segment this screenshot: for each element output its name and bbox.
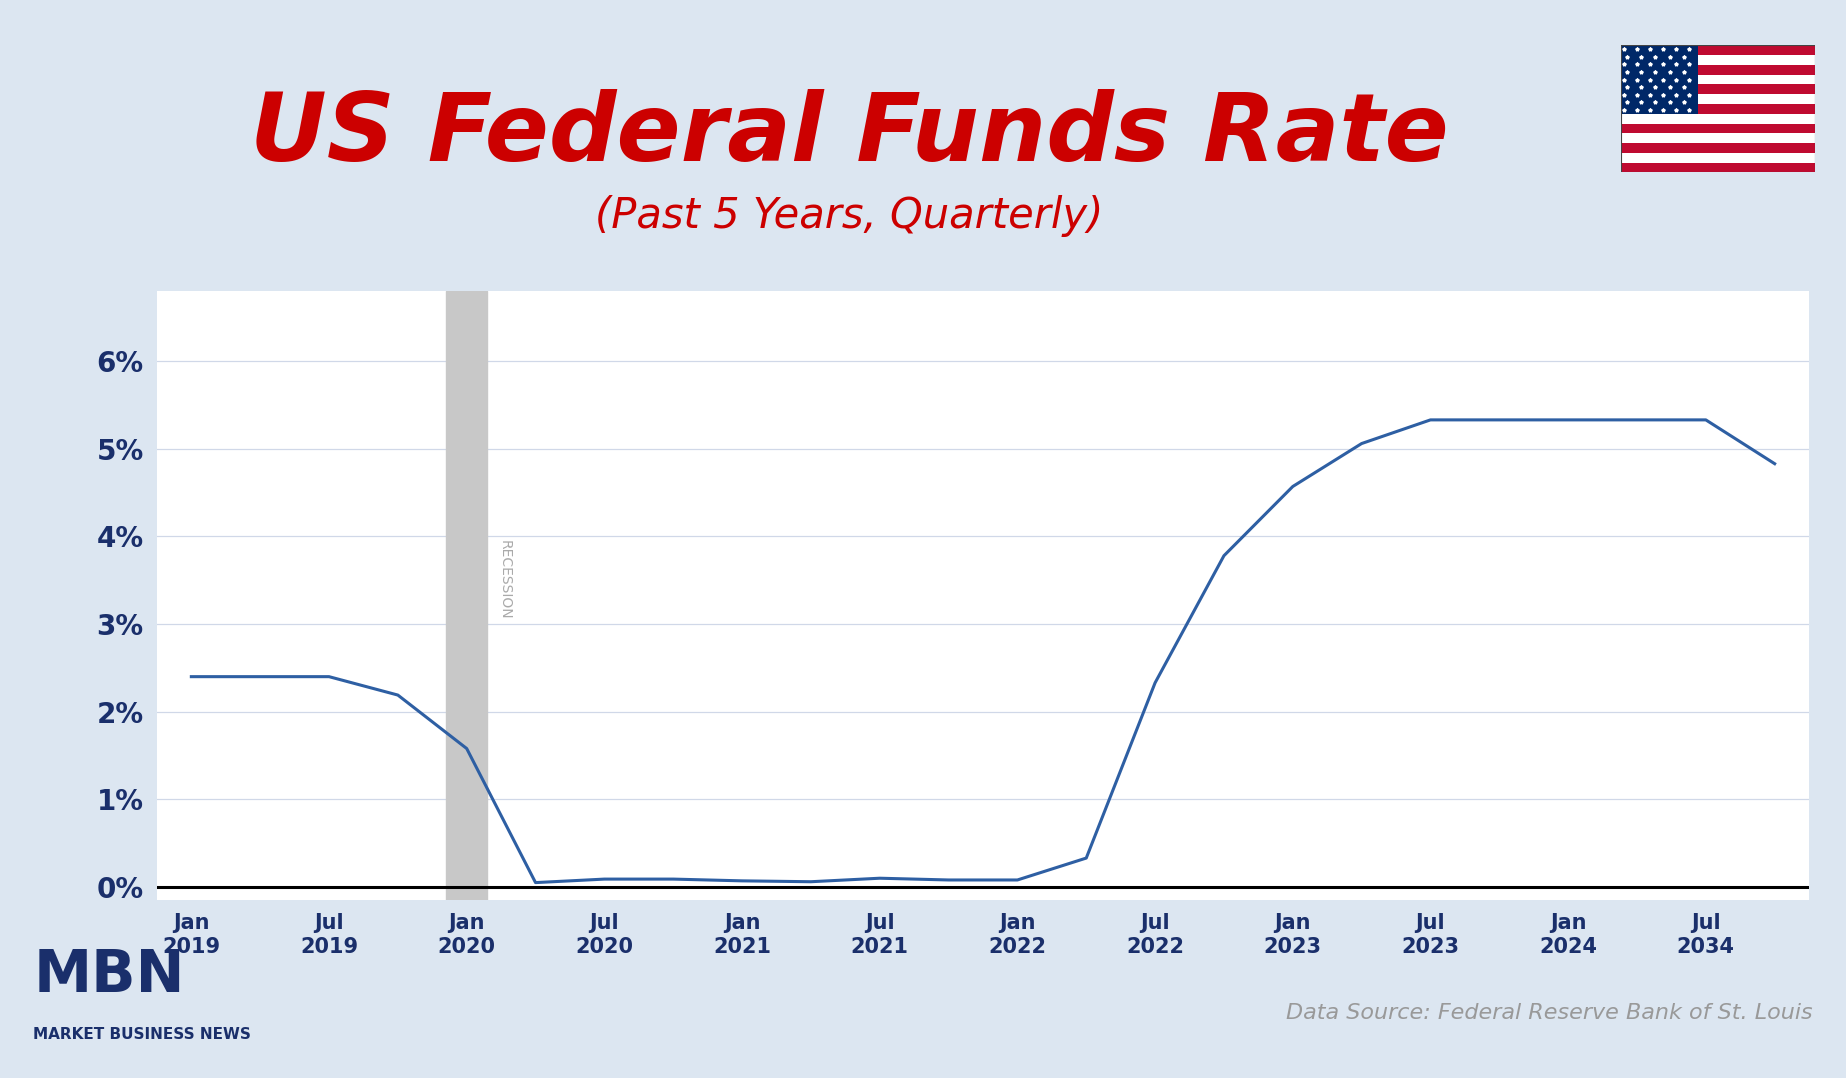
Bar — [1621, 45, 1815, 55]
Bar — [1621, 55, 1815, 65]
Bar — [1621, 74, 1815, 84]
Bar — [1621, 134, 1815, 143]
Bar — [1621, 163, 1815, 172]
Text: (Past 5 Years, Quarterly): (Past 5 Years, Quarterly) — [594, 195, 1104, 236]
Text: Data Source: Federal Reserve Bank of St. Louis: Data Source: Federal Reserve Bank of St.… — [1287, 1004, 1813, 1023]
Bar — [1621, 153, 1815, 163]
Bar — [447, 291, 487, 900]
Bar — [1621, 84, 1815, 94]
Bar — [1621, 94, 1815, 103]
Bar — [1621, 114, 1815, 124]
Text: MBN: MBN — [33, 948, 185, 1004]
Bar — [1621, 45, 1698, 114]
Bar — [1621, 143, 1815, 153]
Bar — [1621, 65, 1815, 74]
Text: RECESSION: RECESSION — [498, 540, 511, 620]
Bar — [1621, 103, 1815, 114]
Text: MARKET BUSINESS NEWS: MARKET BUSINESS NEWS — [33, 1027, 251, 1042]
Bar — [1621, 124, 1815, 134]
Text: US Federal Funds Rate: US Federal Funds Rate — [249, 88, 1449, 181]
